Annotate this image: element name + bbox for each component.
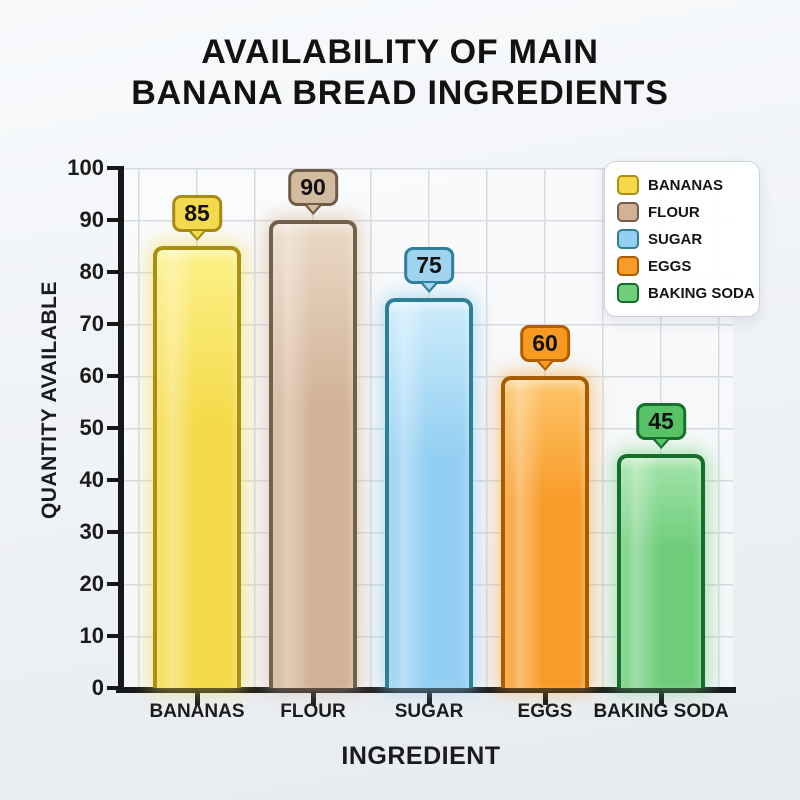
- x-tick-mark: [659, 693, 664, 705]
- y-tick-mark: [107, 270, 120, 274]
- x-tick-label-flour: FLOUR: [280, 701, 346, 722]
- bar-eggs: [501, 376, 589, 688]
- x-tick-label-sugar: SUGAR: [394, 701, 464, 722]
- legend-swatch-flour: [617, 202, 639, 222]
- value-label-baking-soda: 45: [636, 403, 686, 440]
- value-callout-baking-soda: 45: [636, 403, 686, 449]
- callout-pointer-fill: [191, 231, 203, 238]
- x-tick-label-eggs: EGGS: [517, 701, 573, 722]
- y-tick-label: 40: [79, 467, 104, 492]
- bar-bananas: [153, 246, 241, 688]
- legend-item-bananas: BANANAS: [617, 175, 747, 195]
- callout-pointer-fill: [539, 361, 551, 368]
- callout-pointer: [304, 205, 322, 215]
- legend-label-bananas: BANANAS: [648, 176, 723, 194]
- y-tick-mark: [107, 322, 120, 326]
- x-tick-mark: [311, 693, 316, 705]
- value-label-bananas: 85: [172, 195, 222, 232]
- y-tick-label: 20: [79, 571, 104, 596]
- y-tick-label: 30: [79, 519, 104, 544]
- y-tick-label: 0: [91, 675, 104, 700]
- y-tick-label: 80: [79, 259, 104, 284]
- y-tick-mark: [107, 530, 120, 534]
- x-tick-mark: [195, 693, 200, 705]
- y-tick-mark: [107, 374, 120, 378]
- callout-pointer: [536, 361, 554, 371]
- y-tick-label: 10: [79, 623, 104, 648]
- x-axis-line: [116, 687, 736, 693]
- chart-title-line2: BANANA BREAD INGREDIENTS: [131, 74, 669, 113]
- bar-sugar: [385, 298, 473, 688]
- legend-label-baking-soda: BAKING SODA: [648, 284, 755, 302]
- legend-item-sugar: SUGAR: [617, 229, 747, 249]
- y-tick-mark: [107, 582, 120, 586]
- callout-pointer-fill: [423, 283, 435, 290]
- value-callout-sugar: 75: [404, 247, 454, 293]
- callout-pointer-fill: [655, 439, 667, 446]
- value-callout-eggs: 60: [520, 325, 570, 371]
- y-tick-mark: [107, 426, 120, 430]
- legend: BANANAS FLOUR SUGAR EGGS BAKING SODA: [604, 161, 760, 317]
- y-tick-mark: [107, 166, 120, 170]
- legend-label-sugar: SUGAR: [648, 230, 703, 248]
- callout-pointer: [420, 283, 438, 293]
- callout-pointer: [652, 439, 670, 449]
- bar-baking-soda: [617, 454, 705, 688]
- y-tick-label: 50: [79, 415, 104, 440]
- y-tick-label: 70: [79, 311, 104, 336]
- y-tick-mark: [107, 686, 120, 690]
- chart-title-line1: AVAILABILITY OF MAIN: [201, 33, 599, 71]
- legend-swatch-baking-soda: [617, 283, 639, 303]
- value-label-eggs: 60: [520, 325, 570, 362]
- y-tick-label: 100: [67, 155, 104, 180]
- legend-swatch-eggs: [617, 256, 639, 276]
- y-tick-mark: [107, 634, 120, 638]
- legend-swatch-sugar: [617, 229, 639, 249]
- y-tick-label: 90: [79, 207, 104, 232]
- x-axis-title: INGREDIENT: [341, 742, 501, 770]
- value-label-flour: 90: [288, 169, 338, 206]
- value-callout-flour: 90: [288, 169, 338, 215]
- x-tick-mark: [427, 693, 432, 705]
- bar-flour: [269, 220, 357, 688]
- x-tick-mark: [543, 693, 548, 705]
- x-tick-label-bananas: BANANAS: [149, 701, 245, 722]
- y-tick-mark: [107, 478, 120, 482]
- legend-item-baking-soda: BAKING SODA: [617, 283, 755, 303]
- legend-label-flour: FLOUR: [648, 203, 700, 221]
- legend-item-eggs: EGGS: [617, 256, 747, 276]
- chart-title: AVAILABILITY OF MAIN BANANA BREAD INGREDI…: [0, 32, 800, 115]
- legend-swatch-bananas: [617, 175, 639, 195]
- y-tick-mark: [107, 218, 120, 222]
- value-callout-bananas: 85: [172, 195, 222, 241]
- callout-pointer: [188, 231, 206, 241]
- legend-label-eggs: EGGS: [648, 257, 692, 275]
- y-axis-line: [118, 166, 124, 693]
- x-tick-label-baking-soda: BAKING SODA: [593, 701, 729, 722]
- y-tick-label: 60: [79, 363, 104, 388]
- legend-item-flour: FLOUR: [617, 202, 747, 222]
- callout-pointer-fill: [307, 205, 319, 212]
- value-label-sugar: 75: [404, 247, 454, 284]
